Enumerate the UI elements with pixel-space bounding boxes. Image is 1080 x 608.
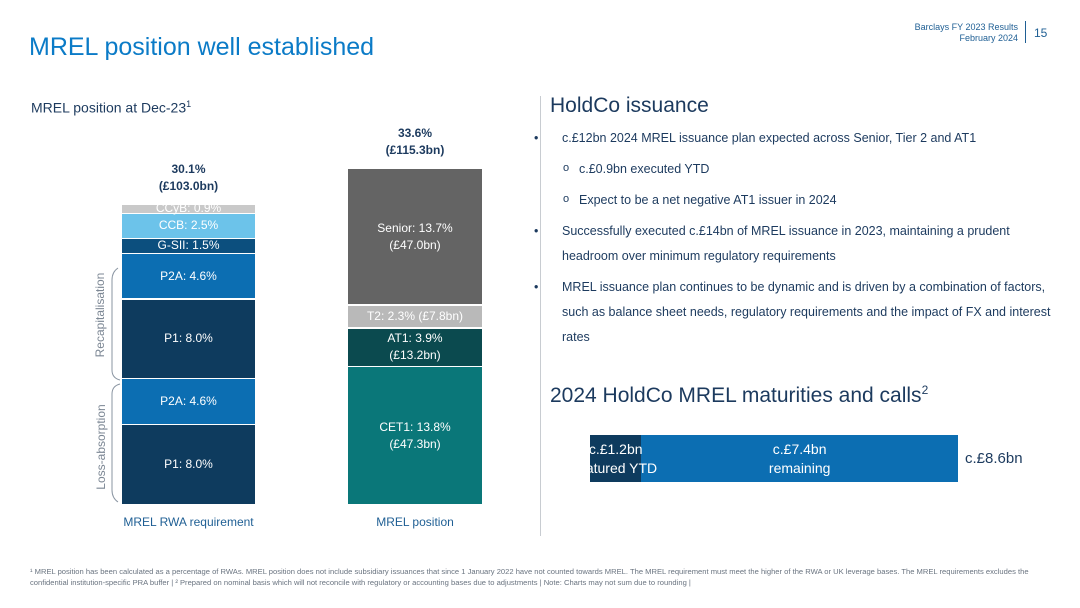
sub-bullet-item: c.£0.9bn executed YTD bbox=[534, 156, 1054, 182]
segment-amount: c.£1.2bn bbox=[588, 440, 643, 457]
bullet-item: c.£12bn 2024 MREL issuance plan expected… bbox=[534, 126, 1054, 151]
segment-label-group: P2A: 4.6% bbox=[160, 393, 217, 410]
recapitalisation-label: Recapitalisation bbox=[93, 272, 107, 358]
segment-label-group: CCyB: 0.9% bbox=[156, 200, 221, 217]
bar-total-label: 33.6% (£115.3bn) bbox=[328, 125, 502, 159]
segment-label-group: CCB: 2.5% bbox=[159, 217, 218, 234]
page-title: MREL position well established bbox=[29, 33, 375, 61]
bar-segment-t2: T2: 2.3% (£7.8bn) bbox=[348, 305, 482, 328]
segment-label-group: G-SII: 1.5% bbox=[157, 237, 219, 254]
segment-label: P2A: 4.6% bbox=[160, 268, 217, 283]
matured-ytd-segment: c.£1.2bn Matured YTD bbox=[574, 435, 657, 482]
recapitalisation-bracket bbox=[111, 267, 121, 381]
segment-sublabel: (£13.2bn) bbox=[389, 348, 441, 363]
maturities-total-label: c.£8.6bn bbox=[965, 450, 1023, 467]
segment-label-group: P2A: 4.6% bbox=[160, 268, 217, 285]
segment-caption: remaining bbox=[768, 459, 831, 476]
segment-label-group: T2: 2.3% (£7.8bn) bbox=[367, 308, 463, 325]
segment-label: AT1: 3.9% bbox=[387, 331, 443, 346]
segment-label: P1: 8.0% bbox=[164, 457, 213, 472]
sub-bullet-item: Expect to be a net negative AT1 issuer i… bbox=[534, 187, 1054, 213]
bracket-lines bbox=[111, 267, 121, 503]
chart-subtitle: MREL position at Dec-231 bbox=[31, 99, 191, 116]
loss-absorption-label: Loss-absorption bbox=[94, 404, 108, 490]
bar-segment-ccyb: CCyB: 0.9% bbox=[122, 201, 255, 215]
bar-segment-ccb: CCB: 2.5% bbox=[122, 213, 255, 238]
segment-label: P1: 8.0% bbox=[164, 331, 213, 346]
segment-caption: Matured YTD bbox=[574, 459, 658, 476]
holdco-bullets: c.£12bn 2024 MREL issuance plan expected… bbox=[534, 126, 1054, 350]
segment-label-group: P1: 8.0% bbox=[164, 456, 213, 473]
bullet-item: Successfully executed c.£14bn of MREL is… bbox=[534, 219, 1054, 269]
segment-label-group: P1: 8.0% bbox=[164, 330, 213, 347]
segment-label-group: c.£1.2bn Matured YTD bbox=[574, 440, 657, 478]
bar-total-amount: (£103.0bn) bbox=[158, 179, 219, 193]
bar-segment-g-sii: G-SII: 1.5% bbox=[122, 237, 255, 254]
maturities-heading: 2024 HoldCo MREL maturities and calls2 bbox=[550, 383, 928, 408]
bar-segment-senior: Senior: 13.7% (£47.0bn) bbox=[348, 169, 482, 305]
bar-segment-at1: AT1: 3.9% (£13.2bn) bbox=[348, 328, 482, 367]
header-divider bbox=[1025, 21, 1026, 43]
bullet-item: MREL issuance plan continues to be dynam… bbox=[534, 275, 1054, 350]
segment-label: CCyB: 0.9% bbox=[155, 201, 222, 216]
chart-subtitle-text: MREL position at Dec-23 bbox=[31, 99, 187, 116]
segment-label: P2A: 4.6% bbox=[160, 394, 217, 409]
footnote-text: ¹ MREL position has been calculated as a… bbox=[30, 567, 1029, 587]
segment-label: CET1: 13.8% bbox=[379, 419, 451, 434]
segment-label-group: Senior: 13.7% (£47.0bn) bbox=[377, 220, 452, 254]
report-header: Barclays FY 2023 Results February 2024 bbox=[915, 22, 1018, 44]
report-name: Barclays FY 2023 Results bbox=[914, 22, 1018, 32]
bar-total-percent: 30.1% bbox=[171, 162, 206, 176]
segment-label: CCB: 2.5% bbox=[158, 218, 219, 233]
footnote: ¹ MREL position has been calculated as a… bbox=[30, 566, 1050, 588]
x-axis-label: MREL RWA requirement bbox=[123, 515, 254, 529]
remaining-segment: c.£7.4bn remaining bbox=[641, 435, 958, 482]
bar-segment-p1: P1: 8.0% bbox=[122, 299, 255, 379]
bar-total-label: 30.1% (£103.0bn) bbox=[102, 161, 275, 195]
segment-label: T2: 2.3% (£7.8bn) bbox=[366, 309, 464, 324]
segment-sublabel: (£47.0bn) bbox=[389, 237, 441, 252]
segment-amount: c.£7.4bn bbox=[772, 440, 827, 457]
holdco-issuance-heading: HoldCo issuance bbox=[550, 94, 709, 117]
bar-segment-p2a: P2A: 4.6% bbox=[122, 379, 255, 425]
segment-label-group: CET1: 13.8% (£47.3bn) bbox=[379, 419, 450, 453]
segment-label: G-SII: 1.5% bbox=[157, 238, 220, 253]
page-number: 15 bbox=[1034, 26, 1048, 40]
segment-label: Senior: 13.7% bbox=[377, 220, 453, 235]
bar-segment-p1: P1: 8.0% bbox=[122, 425, 255, 504]
segment-sublabel: (£47.3bn) bbox=[389, 436, 441, 451]
segment-label-group: AT1: 3.9% (£13.2bn) bbox=[387, 330, 442, 364]
bar-segment-cet1: CET1: 13.8% (£47.3bn) bbox=[348, 367, 482, 504]
segment-label-group: c.£7.4bn remaining bbox=[769, 440, 830, 478]
loss-absorption-bracket bbox=[111, 383, 121, 503]
bar-segment-p2a: P2A: 4.6% bbox=[122, 253, 255, 299]
chart-subtitle-footnote-ref: 1 bbox=[186, 99, 192, 109]
bar-total-percent: 33.6% bbox=[397, 126, 433, 141]
x-axis-label: MREL position bbox=[376, 515, 454, 529]
maturities-heading-text: 2024 HoldCo MREL maturities and calls bbox=[550, 384, 922, 407]
maturities-footnote-ref: 2 bbox=[921, 383, 929, 397]
report-date: February 2024 bbox=[959, 33, 1018, 43]
bar-total-amount: (£115.3bn) bbox=[385, 143, 445, 158]
